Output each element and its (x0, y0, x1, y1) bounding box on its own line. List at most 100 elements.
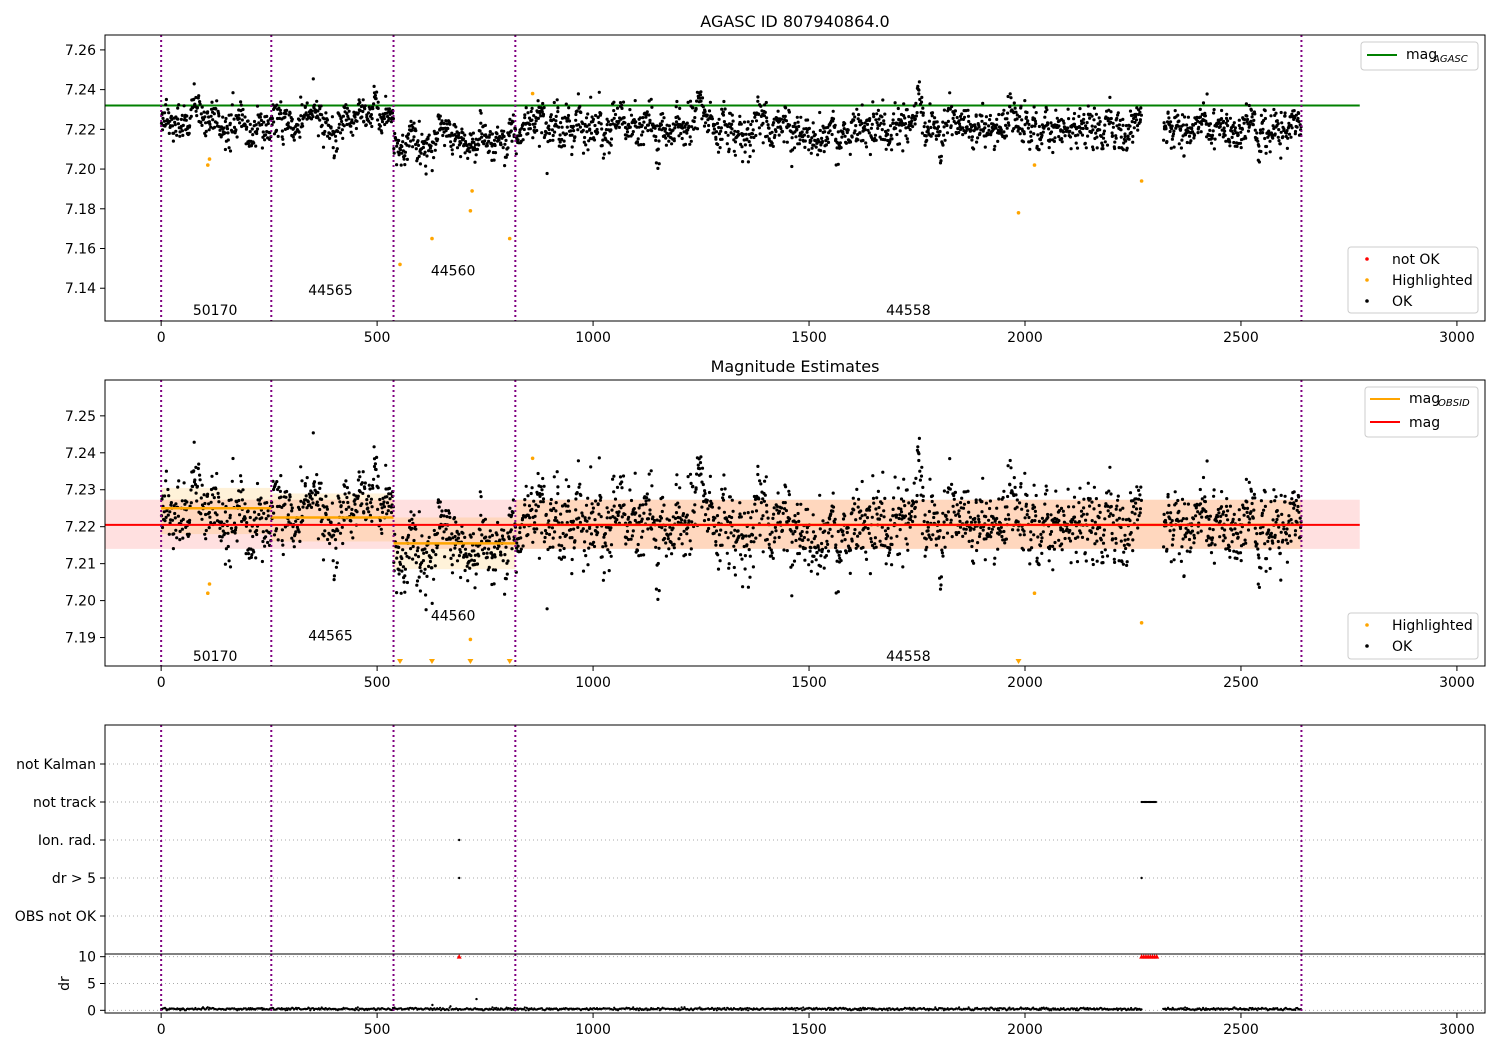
ok-point (798, 138, 802, 142)
ok-point (420, 534, 424, 538)
ok-point (667, 518, 672, 522)
ok-point (304, 494, 308, 498)
ok-point (376, 474, 380, 478)
ok-point (1164, 127, 1168, 131)
ok-point (1094, 112, 1098, 116)
ok-point (1128, 519, 1132, 523)
ok-point (859, 119, 863, 123)
ok-point (618, 503, 622, 508)
ok-point (487, 547, 491, 551)
ok-point (898, 513, 902, 517)
ok-point (478, 109, 482, 113)
ok-point (1295, 125, 1299, 129)
ok-point (388, 497, 392, 501)
ok-point (582, 549, 586, 553)
ok-point (238, 121, 242, 125)
ok-point (1296, 116, 1300, 121)
ok-point (672, 139, 676, 143)
ok-point (482, 551, 486, 556)
ok-point (606, 120, 611, 124)
ok-point (360, 104, 364, 108)
ok-point (830, 534, 834, 538)
ok-point (181, 536, 185, 540)
ok-point (883, 496, 887, 500)
ok-point (983, 145, 987, 149)
ok-point (603, 532, 608, 536)
ok-point (778, 520, 782, 524)
x-tick-label: 500 (364, 330, 391, 346)
ok-point (716, 150, 721, 154)
ok-point (765, 116, 769, 120)
ok-point (206, 110, 210, 114)
ok-point (706, 507, 710, 511)
ok-point (1091, 562, 1095, 567)
ok-point (1077, 114, 1081, 118)
ok-point (445, 515, 449, 519)
ok-point (657, 162, 661, 166)
ok-point (412, 121, 416, 125)
ok-point (655, 518, 659, 522)
ok-point (672, 542, 676, 547)
ok-point (775, 116, 779, 120)
ok-point (886, 132, 890, 136)
x-tick-label: 2500 (1223, 675, 1259, 691)
ok-point (617, 125, 622, 129)
ok-point (1047, 146, 1051, 150)
ok-point (653, 126, 657, 130)
ok-point (715, 121, 720, 125)
ok-point (1273, 132, 1277, 136)
ok-point (499, 143, 503, 147)
ok-point (334, 565, 338, 569)
ok-point (806, 134, 810, 138)
ok-point (831, 505, 836, 509)
ok-point (1066, 487, 1070, 491)
ok-point (223, 147, 227, 152)
ok-point (1029, 134, 1033, 138)
ok-point (469, 535, 473, 539)
ok-point (688, 539, 692, 543)
ok-point (923, 121, 927, 125)
ok-point (297, 118, 302, 122)
ok-point (833, 517, 837, 521)
ok-point (583, 540, 587, 544)
ok-point (1137, 514, 1141, 518)
ok-point (662, 116, 666, 120)
ok-point (1055, 504, 1059, 508)
ok-point (604, 544, 608, 548)
ok-point (970, 135, 975, 139)
ok-point (700, 505, 704, 509)
ok-point (646, 129, 650, 133)
ok-point (742, 511, 747, 515)
ok-point (228, 121, 232, 125)
ok-point (163, 111, 167, 115)
ok-point (942, 108, 947, 112)
ok-point (286, 513, 290, 517)
ok-point (199, 112, 203, 116)
ok-point (989, 133, 993, 137)
ok-point (717, 506, 721, 510)
ok-point (417, 575, 421, 579)
ok-point (1062, 121, 1066, 125)
ok-point (1138, 118, 1142, 122)
ok-point (987, 526, 991, 531)
ok-point (449, 144, 453, 148)
ok-point (1125, 146, 1129, 150)
ok-point (824, 554, 829, 558)
ok-point (687, 519, 691, 523)
ok-point (787, 493, 792, 497)
highlighted-point (207, 157, 212, 161)
ok-point (761, 141, 765, 145)
ok-point (654, 587, 659, 591)
ok-point (361, 98, 365, 102)
y-tick-label: 7.25 (65, 409, 96, 425)
ok-point (534, 509, 538, 513)
ok-point (1238, 551, 1243, 555)
ok-point (412, 513, 416, 517)
ok-point (748, 554, 752, 558)
ok-point (960, 496, 964, 500)
ok-point (224, 116, 228, 121)
ok-point (921, 113, 925, 117)
ok-point (817, 140, 821, 144)
ok-point (767, 546, 772, 550)
ok-point (1118, 508, 1122, 512)
